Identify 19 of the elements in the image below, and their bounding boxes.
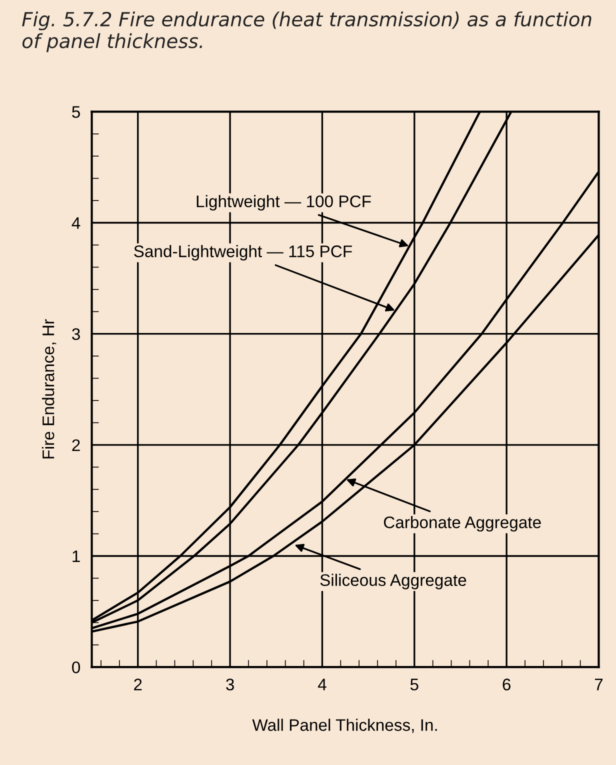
chart-title: Fig. 5.7.2 Fire endurance (heat transmission) as a function of panel thickness.	[22, 11, 592, 52]
annotation: Carbonate Aggregate	[384, 516, 541, 532]
y-tick-label: 1	[72, 550, 80, 562]
x-tick-label: 6	[502, 678, 510, 690]
x-tick-label: 7	[594, 678, 603, 690]
y-tick-label: 5	[72, 106, 80, 118]
y-tick-label: 2	[72, 439, 80, 451]
y-tick-label: 0	[72, 661, 80, 674]
x-tick-label: 3	[226, 678, 234, 690]
x-tick-label: 5	[410, 678, 418, 690]
y-tick-label: 4	[72, 217, 80, 229]
y-tick-label: 3	[72, 328, 80, 340]
x-tick-label: 4	[318, 678, 326, 690]
annotation: Lightweight — 100 PCF	[196, 195, 371, 211]
annotation: Sand-Lightweight — 115 PCF	[134, 244, 352, 261]
annotation: Siliceous Aggregate	[320, 574, 466, 590]
x-axis-title: Wall Panel Thickness, In.	[252, 718, 437, 733]
x-tick-label: 2	[134, 678, 142, 690]
y-axis-title: Fire Endurance, Hr	[42, 319, 56, 458]
